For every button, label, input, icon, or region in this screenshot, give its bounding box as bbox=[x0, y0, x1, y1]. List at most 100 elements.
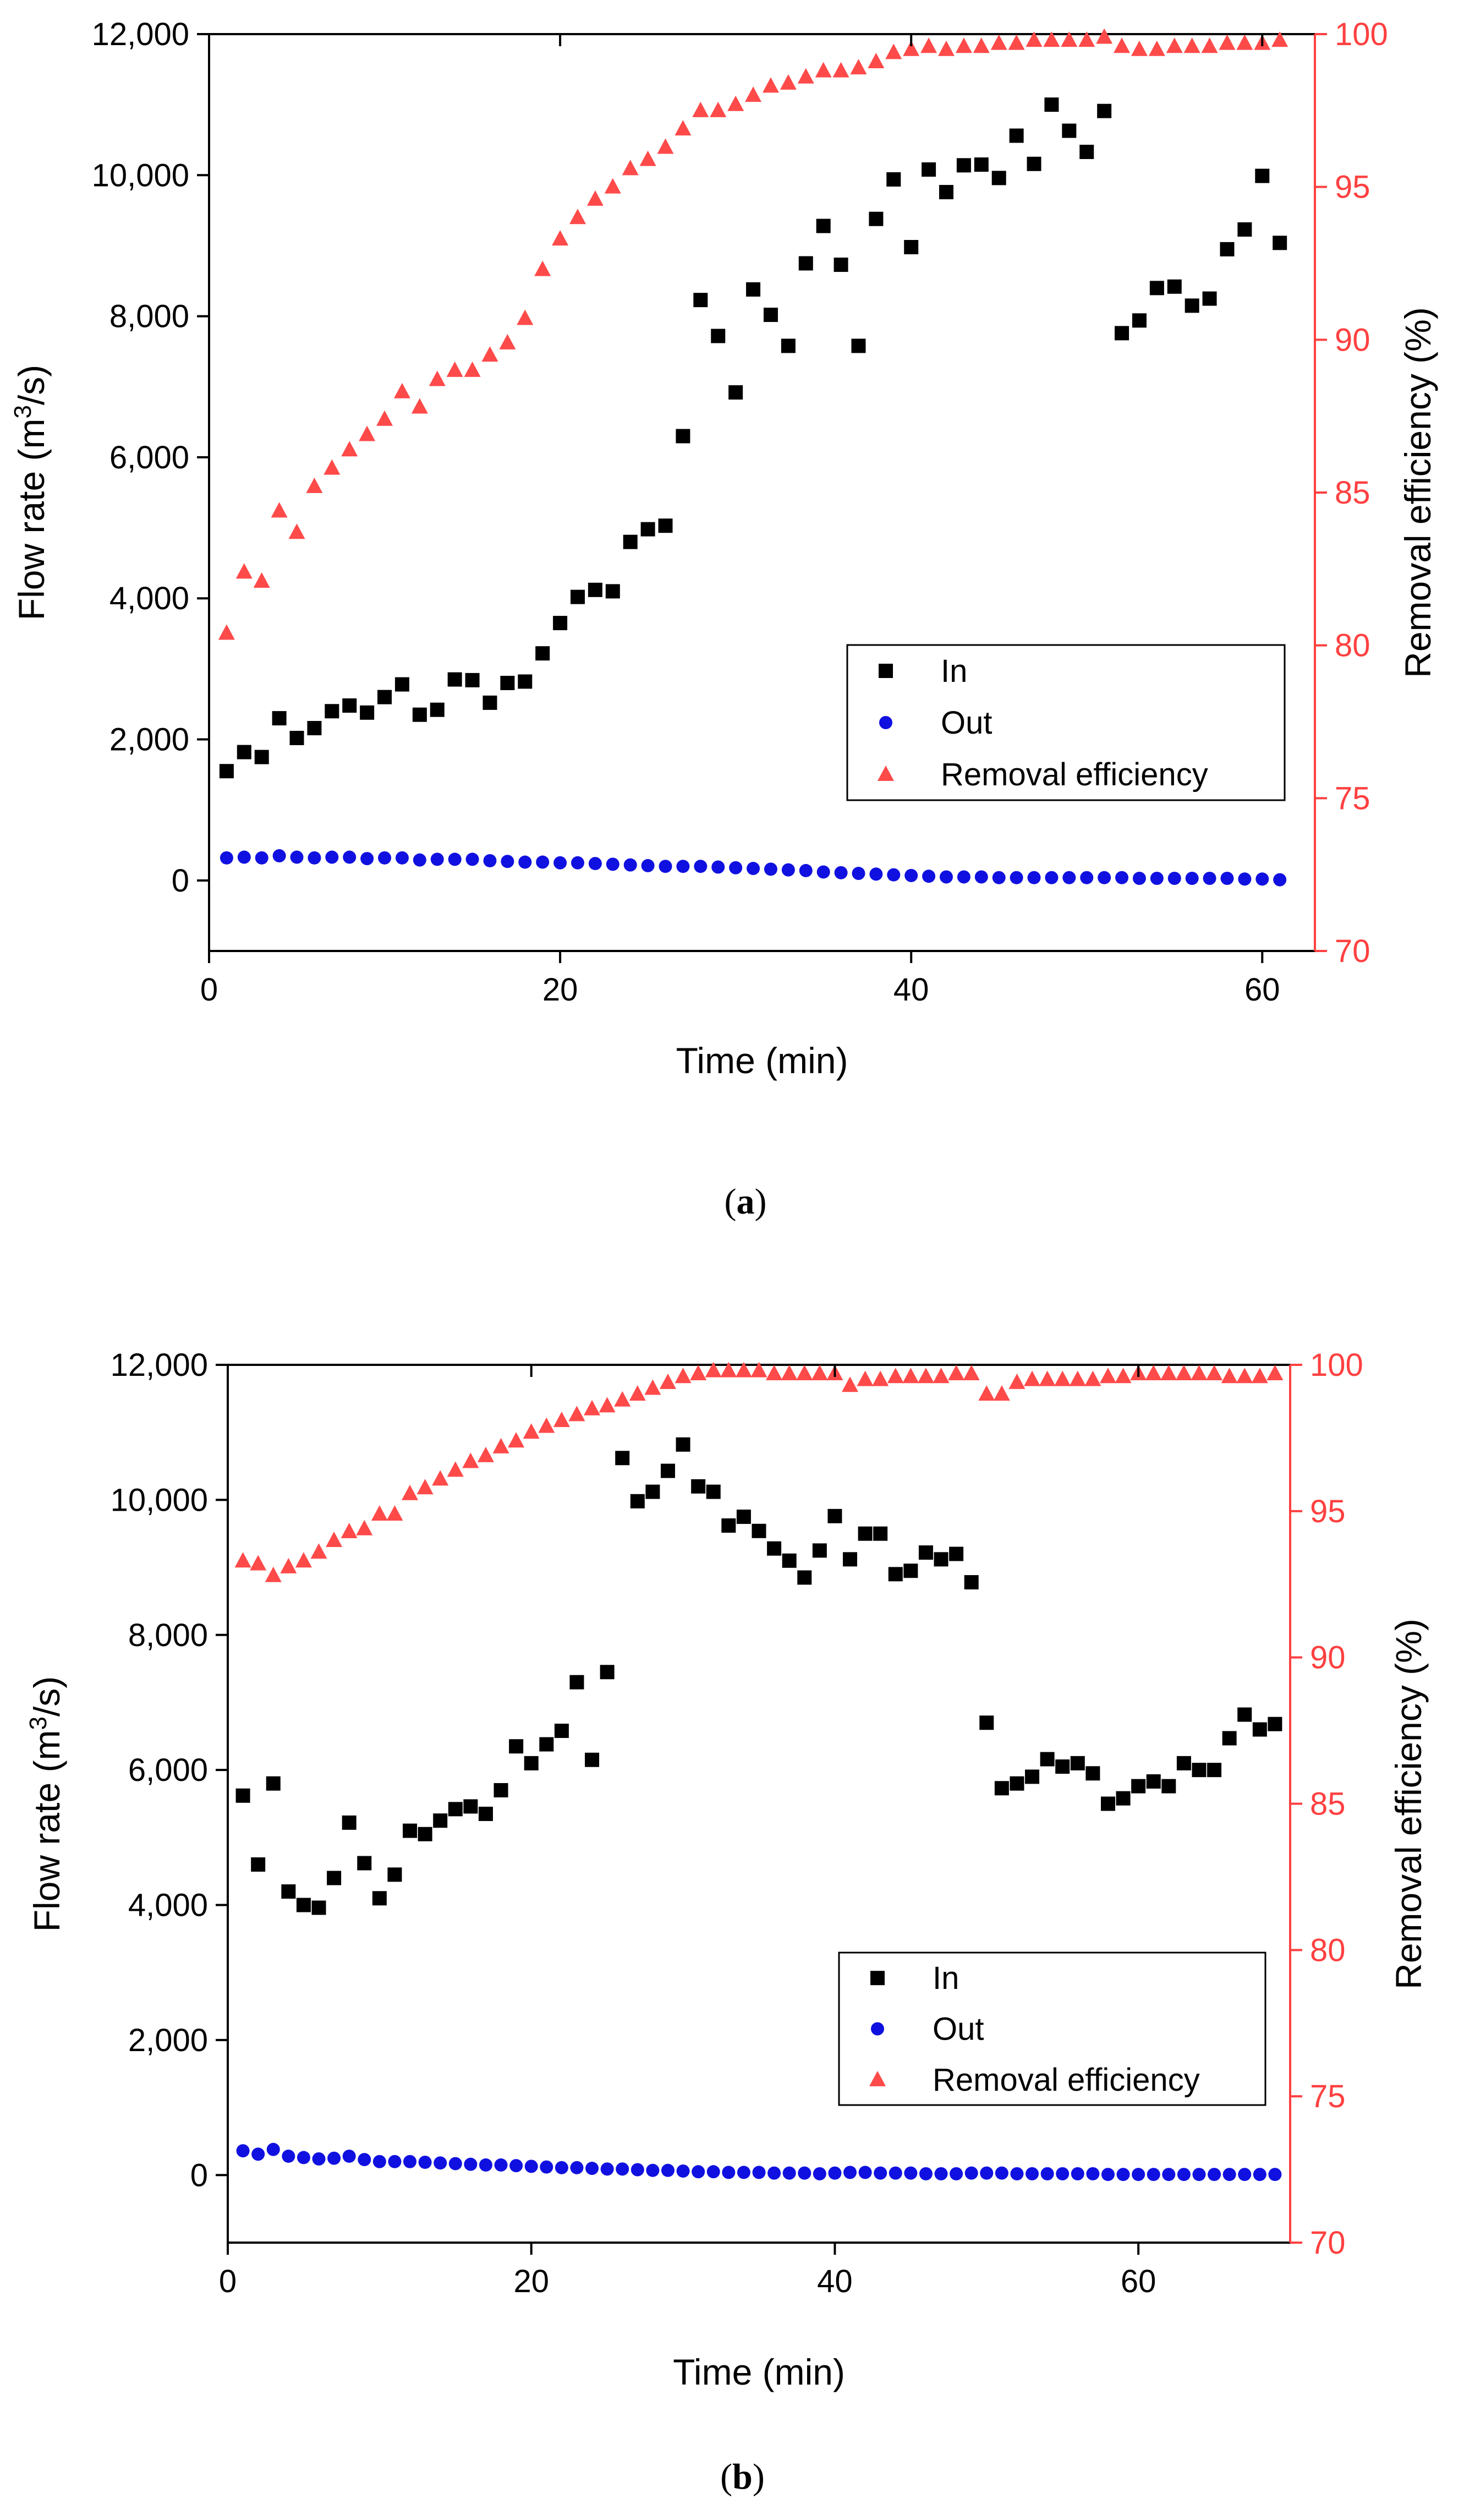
data-point bbox=[1221, 1368, 1238, 1384]
data-point bbox=[395, 851, 409, 865]
data-point bbox=[538, 1417, 555, 1433]
data-point bbox=[447, 672, 462, 687]
x-tick-label: 0 bbox=[200, 972, 218, 1008]
data-point bbox=[1055, 1759, 1070, 1774]
data-point bbox=[858, 1526, 873, 1541]
data-point bbox=[1146, 1774, 1161, 1789]
data-point bbox=[1010, 1776, 1024, 1791]
data-point bbox=[1191, 1364, 1208, 1380]
data-point bbox=[569, 1675, 584, 1690]
data-point bbox=[1238, 2168, 1252, 2182]
data-point bbox=[1061, 31, 1078, 47]
data-point bbox=[827, 1508, 842, 1523]
chart-b-legend: In Out Removal efficiency bbox=[838, 1952, 1266, 2106]
data-point bbox=[676, 429, 690, 444]
data-point bbox=[1222, 2168, 1236, 2182]
data-point bbox=[727, 95, 744, 111]
data-point bbox=[394, 677, 409, 692]
y-tick-label: 12,000 bbox=[111, 1347, 208, 1383]
y-tick-label: 2,000 bbox=[109, 722, 189, 758]
data-point bbox=[902, 1368, 919, 1384]
data-point bbox=[288, 523, 305, 539]
data-point bbox=[721, 1518, 736, 1533]
y2-tick-label: 70 bbox=[1335, 933, 1370, 969]
data-point bbox=[1192, 2168, 1206, 2182]
data-point bbox=[1115, 1368, 1132, 1384]
data-point bbox=[745, 86, 762, 102]
data-point bbox=[482, 695, 497, 710]
data-point bbox=[938, 40, 955, 56]
data-point bbox=[1086, 2167, 1100, 2180]
data-point bbox=[693, 293, 708, 308]
data-point bbox=[973, 37, 990, 53]
data-point bbox=[630, 1494, 645, 1508]
data-point bbox=[326, 1532, 343, 1547]
data-point bbox=[586, 190, 604, 206]
data-point bbox=[1236, 34, 1253, 50]
data-point bbox=[266, 2142, 280, 2156]
data-point bbox=[1132, 872, 1146, 885]
data-point bbox=[296, 1898, 311, 1912]
data-point bbox=[851, 338, 866, 353]
data-point bbox=[524, 1756, 539, 1770]
data-point bbox=[692, 2165, 705, 2179]
data-point bbox=[465, 852, 479, 866]
data-point bbox=[735, 1362, 752, 1377]
data-point bbox=[676, 860, 690, 873]
data-point bbox=[1054, 1370, 1071, 1386]
y2-tick-label: 85 bbox=[1310, 1786, 1346, 1822]
data-point bbox=[342, 1815, 357, 1830]
data-point bbox=[306, 477, 323, 493]
data-point bbox=[1080, 871, 1094, 884]
data-point bbox=[639, 150, 656, 166]
x-tick-label: 0 bbox=[219, 2264, 237, 2299]
legend-box bbox=[846, 644, 1286, 801]
data-point bbox=[255, 851, 268, 865]
data-point bbox=[978, 1385, 995, 1401]
data-point bbox=[237, 745, 251, 759]
data-point bbox=[1273, 236, 1287, 250]
data-point bbox=[413, 853, 426, 867]
data-point bbox=[933, 1368, 950, 1384]
data-point bbox=[553, 856, 567, 870]
data-point bbox=[219, 764, 234, 779]
data-point bbox=[957, 870, 970, 884]
chart-b-y-axis-title: Flow rate (m3/s) bbox=[25, 1676, 68, 1932]
data-point bbox=[950, 2167, 963, 2180]
data-point bbox=[1084, 1370, 1101, 1386]
data-point bbox=[815, 62, 832, 78]
data-point bbox=[272, 711, 287, 726]
data-point bbox=[992, 871, 1006, 884]
data-point bbox=[990, 34, 1007, 50]
data-point bbox=[1202, 291, 1217, 306]
chart-b-y-axis-title-prefix: Flow rate (m bbox=[26, 1730, 67, 1932]
data-point bbox=[1167, 279, 1182, 294]
y-tick-label: 10,000 bbox=[92, 157, 189, 193]
legend-label: Out bbox=[933, 2011, 984, 2047]
data-point bbox=[501, 855, 514, 868]
x-tick-label: 20 bbox=[542, 972, 578, 1008]
data-point bbox=[1150, 872, 1164, 885]
data-point bbox=[518, 674, 533, 689]
data-point bbox=[614, 1391, 631, 1407]
data-point bbox=[659, 1373, 676, 1389]
data-point bbox=[508, 1432, 525, 1448]
data-point bbox=[974, 870, 988, 884]
data-point bbox=[1008, 34, 1025, 50]
x-tick-label: 60 bbox=[1121, 2264, 1156, 2299]
data-point bbox=[834, 866, 848, 879]
data-point bbox=[1115, 326, 1129, 341]
data-point bbox=[325, 850, 339, 864]
data-point bbox=[250, 1555, 267, 1571]
y-tick-label: 4,000 bbox=[109, 581, 189, 616]
data-point bbox=[799, 863, 813, 877]
data-point bbox=[1268, 1717, 1282, 1731]
legend-marker bbox=[878, 766, 894, 781]
data-point bbox=[518, 855, 532, 869]
chart-a-y-axis-title-prefix: Flow rate (m bbox=[11, 419, 52, 621]
data-point bbox=[797, 1570, 812, 1585]
legend-label: In bbox=[941, 653, 967, 689]
data-point bbox=[568, 1406, 585, 1422]
data-point bbox=[500, 676, 515, 691]
data-point bbox=[358, 2153, 371, 2167]
